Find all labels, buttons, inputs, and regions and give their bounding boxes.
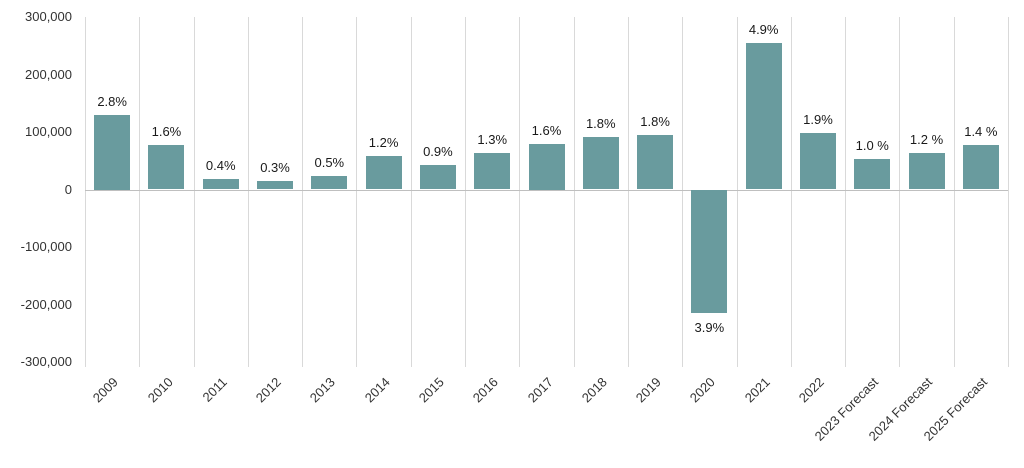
gridline (247, 17, 249, 367)
bar-2024-forecast (908, 152, 945, 190)
bar-2017 (528, 143, 565, 190)
y-axis-tick-label: -300,000 (20, 354, 72, 369)
x-axis-tick-label: 2022 (795, 374, 827, 406)
y-axis-tick-label: -100,000 (20, 239, 72, 254)
x-axis-tick-label: 2009 (90, 374, 122, 406)
bar-value-label: 1.8% (640, 114, 670, 130)
y-axis-tick-label: 100,000 (25, 124, 72, 139)
bar-2020 (691, 189, 728, 313)
bar-value-label: 0.3% (260, 160, 290, 176)
x-axis-tick-label: 2021 (741, 374, 773, 406)
bar-value-label: 1.0 % (855, 138, 889, 154)
gridline (899, 17, 901, 367)
bar-value-label: 1.3% (477, 132, 508, 148)
gridline (845, 17, 847, 367)
x-axis-tick-label: 2014 (361, 374, 393, 406)
bar-2016 (474, 153, 511, 190)
x-axis-tick-label: 2013 (307, 374, 339, 406)
x-axis-tick-label: 2018 (578, 374, 610, 406)
bar-2018 (582, 136, 619, 190)
y-axis-tick-label: 0 (64, 181, 72, 197)
gridline (356, 17, 358, 367)
bar-value-label: 1.2% (368, 135, 399, 151)
bar-2021 (745, 43, 782, 190)
bar-value-label: 2.8% (97, 93, 127, 109)
gridline (465, 17, 467, 367)
bar-value-label: 0.5% (314, 155, 345, 171)
gridline (682, 17, 684, 367)
y-axis-tick-label: 200,000 (25, 66, 72, 82)
bar-value-label: 1.2 % (909, 131, 944, 147)
x-axis-tick-label: 2017 (524, 374, 556, 406)
gridline (1008, 17, 1009, 367)
x-axis-tick-label: 2016 (470, 374, 502, 406)
x-axis-tick-label: 2015 (415, 374, 447, 406)
bar-value-label: 1.9% (803, 112, 833, 128)
bar-2025-forecast (962, 145, 999, 190)
gridline (302, 17, 304, 367)
gridline (139, 17, 141, 367)
bar-2011 (202, 178, 239, 190)
bar-2015 (419, 164, 456, 190)
gridline (573, 17, 575, 367)
bar-value-label: 4.9% (748, 22, 779, 38)
bar-2013 (311, 176, 348, 190)
bar-2012 (257, 181, 294, 190)
bar-2009 (94, 114, 131, 190)
x-axis-tick-label: 2010 (144, 374, 176, 406)
bar-2014 (365, 156, 402, 190)
bar-2010 (148, 144, 185, 190)
gridline (953, 17, 955, 367)
bar-2022 (799, 133, 836, 190)
y-axis-tick-label: -200,000 (20, 296, 72, 312)
bar-value-label: 0.4% (205, 157, 236, 173)
gridline (519, 17, 521, 367)
plot-area: 2.8% 1.6% 0.4% 0.3% 0.5% 1.2% 0.9% 1.3% 1.6% 1.8%… (85, 17, 1009, 367)
gridline (85, 17, 86, 367)
gridline (790, 17, 792, 367)
bar-2023-forecast (854, 159, 891, 190)
x-axis-tick-label: 2019 (632, 374, 665, 406)
bar-value-label: 1.8% (585, 115, 616, 131)
y-axis-tick-label: 300,000 (25, 9, 72, 24)
bar-value-label: 1.4 % (964, 124, 998, 140)
gridline (627, 17, 629, 367)
bar-2019 (637, 135, 674, 190)
x-axis-tick-label: 2011 (199, 374, 230, 405)
gridline (410, 17, 412, 367)
gridline (736, 17, 738, 367)
bar-value-label: 0.9% (423, 143, 453, 159)
zero-axis-line (85, 189, 1008, 191)
bar-value-label: 1.6% (531, 122, 562, 138)
bar-value-label: 1.6% (151, 123, 182, 139)
gridline (193, 17, 195, 367)
bar-value-label: 3.9% (694, 319, 725, 335)
x-axis-tick-label: 2012 (252, 374, 284, 406)
x-axis-tick-label: 2020 (687, 374, 719, 406)
